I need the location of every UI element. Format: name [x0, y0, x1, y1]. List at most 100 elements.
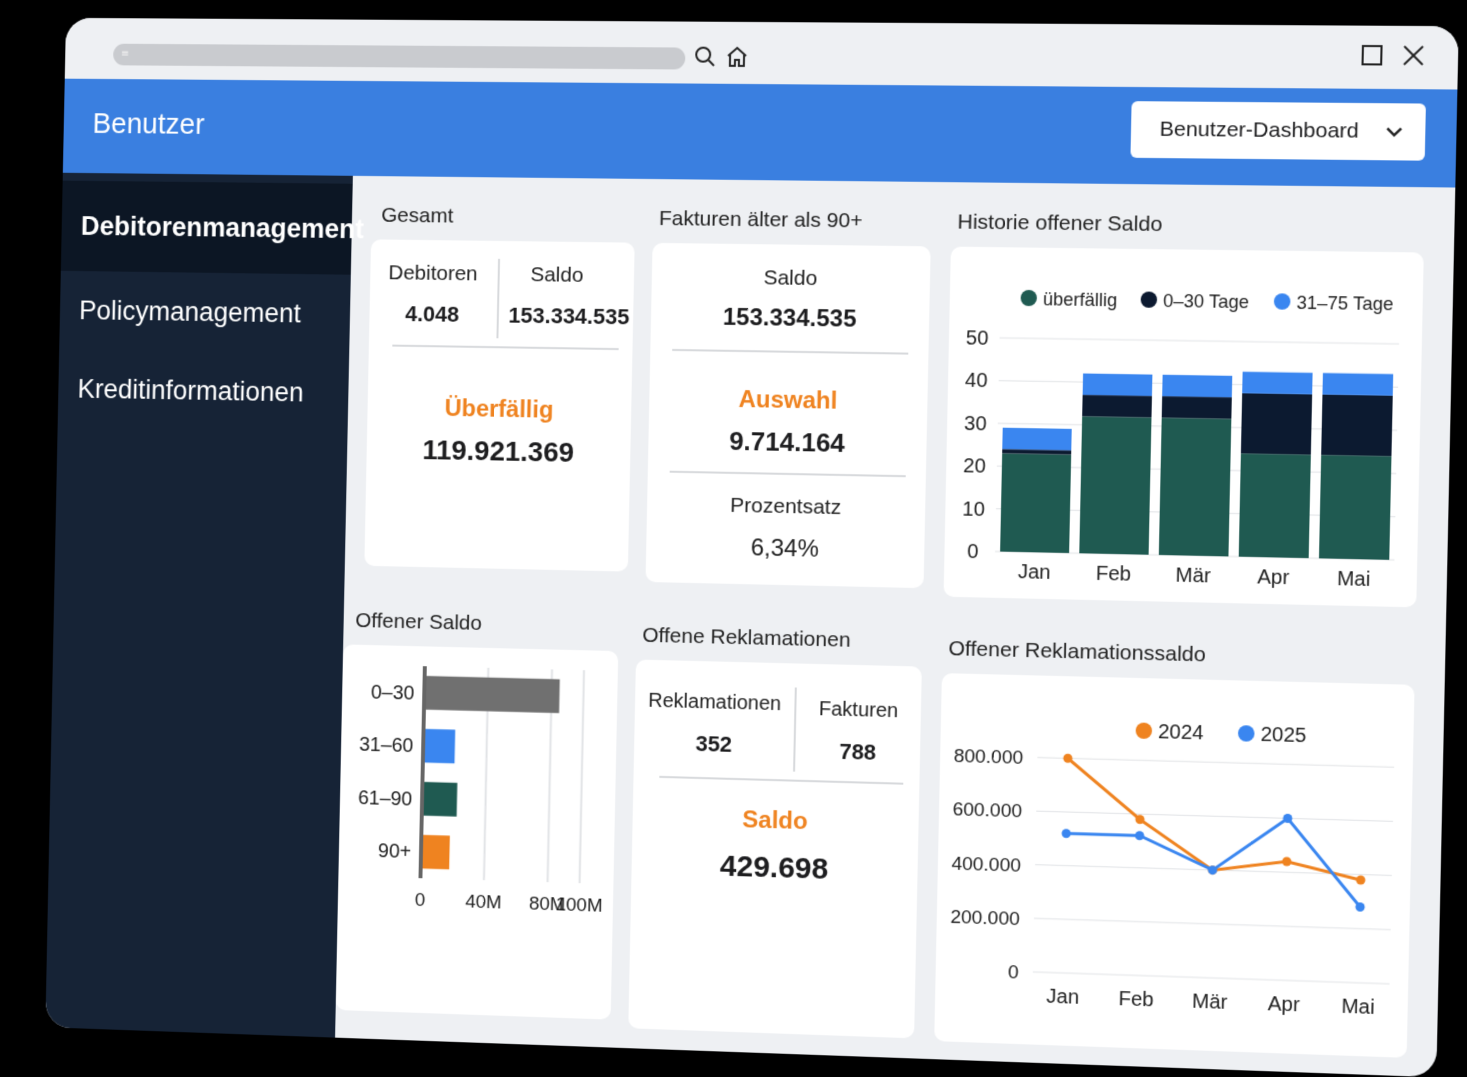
legend-marker — [1136, 722, 1153, 739]
x-tick-label: 40M — [465, 890, 502, 912]
bar-segment — [1162, 375, 1232, 398]
section-title-gesamt: Gesamt — [381, 204, 453, 229]
historie-stacked-bar-chart: überfällig 0–30 Tage 31–75 Tage 0 10 20 30 40 50… — [944, 247, 1424, 608]
divider — [670, 471, 906, 478]
bar — [425, 729, 455, 764]
legend-label: überfällig — [1043, 289, 1118, 310]
fakturen-value: 788 — [799, 738, 916, 767]
gridline — [1000, 338, 1399, 344]
bar — [426, 676, 560, 713]
bar-segment — [1000, 453, 1071, 553]
address-bar[interactable]: ≡ — [113, 44, 685, 70]
y-tick-label: 40 — [965, 370, 988, 393]
legend-marker — [1238, 725, 1255, 742]
sidebar-item-kreditinformationen[interactable]: Kreditinformationen — [57, 343, 349, 438]
x-tick-label: 0 — [415, 889, 426, 910]
divider — [659, 776, 903, 785]
section-title-reklamationen: Offene Reklamationen — [642, 624, 851, 653]
legend-label: 0–30 Tage — [1163, 291, 1249, 313]
card-reklamationssaldo-chart: 2024 2025 0 200.000 400.000 600.000 800.000 Jan… — [934, 673, 1414, 1058]
sidebar-item-label: Policymanagement — [79, 295, 301, 329]
legend-label: 31–75 Tage — [1296, 292, 1393, 314]
dashboard-select-label: Benutzer-Dashboard — [1159, 118, 1359, 144]
divider — [793, 687, 797, 771]
auswahl-value: 9.714.164 — [648, 424, 927, 460]
gridline — [1034, 918, 1391, 929]
bar-segment — [1082, 395, 1152, 418]
sidebar-item-debitorenmanagement[interactable]: Debitorenmanagement — [61, 181, 353, 275]
legend-label: 2025 — [1260, 723, 1306, 747]
legend-marker — [1020, 290, 1037, 306]
x-tick-label: Jan — [1018, 561, 1051, 584]
legend-label: 2024 — [1158, 721, 1204, 745]
app-window: ≡ Benutzer Benutzer-Dashboard Debitorenm… — [45, 18, 1458, 1077]
saldo-label: Saldo — [652, 265, 931, 293]
gridline — [580, 670, 584, 883]
maximize-icon[interactable] — [1356, 40, 1388, 71]
prozentsatz-value: 6,34% — [646, 532, 925, 566]
card-offener-saldo-chart: 0 40M 80M 100M 0–30 31–60 61–90 90+ — [336, 644, 619, 1019]
bar-segment — [1322, 373, 1393, 396]
chevron-down-icon — [1384, 122, 1405, 143]
y-tick-label: 20 — [963, 455, 986, 478]
reklamationen-value: 352 — [644, 730, 784, 760]
bar-segment — [1083, 373, 1153, 396]
data-point — [1356, 875, 1365, 884]
x-tick-label: Mär — [1175, 564, 1211, 587]
x-tick-label: Mär — [1192, 990, 1228, 1014]
y-tick-label: 50 — [966, 327, 989, 350]
fakturen-label: Fakturen — [800, 698, 917, 724]
y-tick-label: 0 — [1008, 961, 1019, 983]
gridline — [1033, 972, 1390, 984]
reklamationssaldo-line-chart: 2024 2025 0 200.000 400.000 600.000 800.000 Jan… — [934, 673, 1414, 1058]
data-point — [1282, 857, 1291, 866]
sidebar: Debitorenmanagement Policymanagement Kre… — [45, 173, 353, 1046]
debitoren-value: 4.048 — [383, 301, 482, 328]
dashboard-select[interactable]: Benutzer-Dashboard — [1130, 101, 1426, 161]
y-tick-label: 0–30 — [371, 681, 415, 704]
ueberfaellig-label: Überfällig — [367, 394, 631, 426]
x-tick-label: Apr — [1267, 993, 1300, 1017]
address-bar-menu-icon: ≡ — [121, 49, 129, 60]
auswahl-label: Auswahl — [649, 385, 928, 418]
bar-segment — [1239, 453, 1311, 558]
series-line — [1065, 812, 1362, 907]
x-tick-label: Mai — [1337, 568, 1371, 591]
gridline — [1036, 811, 1393, 821]
section-title-fakturen90: Fakturen älter als 90+ — [659, 207, 863, 233]
x-tick-label: 100M — [555, 893, 602, 916]
title-bar: ≡ — [65, 18, 1459, 90]
section-title-reklamationssaldo: Offener Reklamationssaldo — [948, 637, 1206, 667]
bar-segment — [1162, 396, 1232, 419]
card-gesamt: Debitoren 4.048 Saldo 153.334.535 Überfä… — [364, 239, 634, 571]
y-tick-label: 30 — [964, 412, 987, 435]
x-tick-label: Apr — [1257, 566, 1290, 589]
y-tick-label: 90+ — [378, 840, 412, 863]
bar-segment — [1319, 455, 1391, 560]
x-tick-label: Feb — [1118, 988, 1154, 1012]
card-historie-chart: überfällig 0–30 Tage 31–75 Tage 0 10 20 30 40 50… — [944, 247, 1424, 608]
home-icon[interactable] — [722, 42, 753, 72]
reklamationen-saldo-value: 429.698 — [631, 847, 918, 890]
saldo-value: 153.334.535 — [651, 303, 930, 335]
y-tick-label: 200.000 — [950, 905, 1020, 929]
gridline — [1037, 757, 1394, 767]
data-point — [1135, 831, 1144, 840]
x-tick-label: Feb — [1096, 563, 1132, 586]
divider — [672, 349, 908, 355]
app-header: Benutzer Benutzer-Dashboard — [63, 79, 1458, 188]
y-tick-label: 61–90 — [358, 787, 413, 811]
search-icon[interactable] — [690, 42, 720, 72]
x-tick-label: Jan — [1046, 985, 1079, 1009]
card-fakturen90: Saldo 153.334.535 Auswahl 9.714.164 Proz… — [646, 243, 931, 588]
y-tick-label: 31–60 — [359, 734, 414, 758]
legend-marker — [1141, 291, 1158, 307]
y-tick-label: 600.000 — [952, 798, 1022, 821]
y-tick-label: 400.000 — [951, 852, 1021, 875]
divider — [392, 345, 618, 351]
bar-segment — [1079, 416, 1151, 554]
close-icon[interactable] — [1398, 40, 1430, 71]
bar-segment — [1321, 395, 1393, 457]
header-title: Benutzer — [92, 108, 204, 141]
reklamationen-label: Reklamationen — [645, 690, 785, 717]
